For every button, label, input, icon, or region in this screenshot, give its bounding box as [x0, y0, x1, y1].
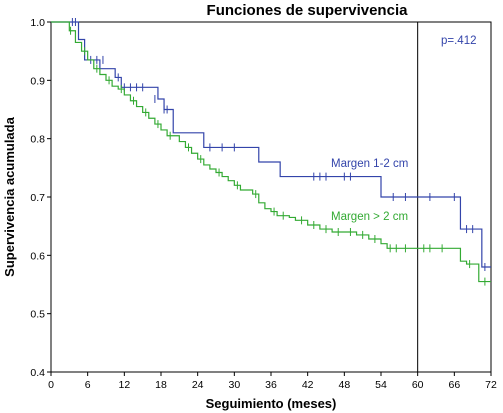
y-tick-label: 0.8: [30, 134, 45, 146]
x-axis-label: Seguimiento (meses): [206, 396, 337, 411]
y-axis: 0.4 0.5 0.6 0.7 0.8 0.9 1.0: [30, 17, 51, 379]
x-tick-label: 12: [118, 379, 130, 391]
series-line-0: [51, 21, 491, 268]
y-tick-label: 0.7: [30, 192, 45, 204]
y-axis-label: Supervivencia acumulada: [2, 116, 17, 276]
x-tick-label: 42: [302, 379, 314, 391]
y-tick-label: 0.6: [30, 250, 45, 262]
series-label-margen-1-2: Margen 1-2 cm: [331, 158, 408, 170]
x-tick-label: 30: [228, 379, 240, 391]
x-tick-label: 36: [265, 379, 277, 391]
chart-title: Funciones de supervivencia: [207, 2, 409, 19]
y-tick-label: 0.4: [30, 367, 45, 379]
x-tick-label: 48: [338, 379, 350, 391]
x-tick-label: 66: [448, 379, 460, 391]
p-value-annotation: p=.412: [441, 35, 477, 47]
x-tick-label: 60: [412, 379, 424, 391]
x-tick-label: 18: [155, 379, 167, 391]
y-tick-label: 0.9: [30, 75, 45, 87]
series-layer: [51, 18, 491, 286]
x-tick-label: 24: [192, 379, 204, 391]
x-tick-label: 6: [85, 379, 91, 391]
x-tick-label: 0: [48, 379, 54, 391]
x-tick-label: 54: [375, 379, 387, 391]
y-tick-label: 1.0: [30, 17, 45, 29]
y-tick-label: 0.5: [30, 309, 45, 321]
series-line-1: [51, 21, 491, 283]
series-label-margen-mayor-2: Margen > 2 cm: [331, 211, 408, 223]
x-axis: 0 6 12 18 24 30 36 42 48 54 60 66 72: [48, 372, 497, 391]
x-tick-label: 72: [485, 379, 497, 391]
